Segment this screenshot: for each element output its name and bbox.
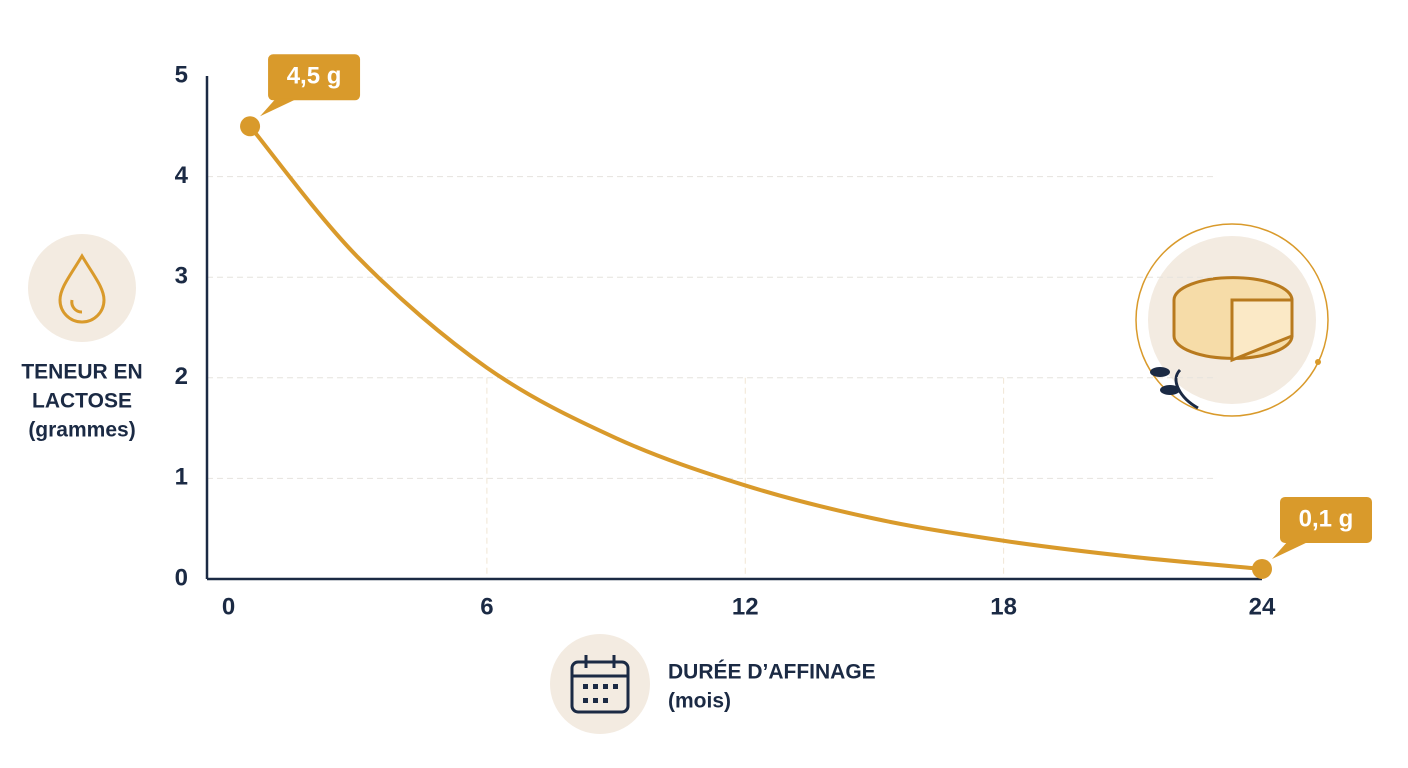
point xyxy=(1252,558,1272,579)
x-axis-label: DURÉE D’AFFINAGE xyxy=(668,661,876,684)
callout-box xyxy=(1280,496,1372,543)
y-axis-label: TENEUR EN xyxy=(21,361,142,384)
point xyxy=(240,116,261,137)
callout: 0,1 g xyxy=(1272,496,1372,559)
calendar-icon xyxy=(550,634,650,734)
x-tick-label: 6 xyxy=(480,593,493,620)
y-axis-label: (grammes) xyxy=(28,419,135,442)
cheese-icon xyxy=(1135,223,1329,417)
value-label: 4,5 g xyxy=(287,63,342,90)
lactose-icon xyxy=(28,234,136,342)
y-tick-label: 5 xyxy=(175,61,188,88)
x-tick-label: 18 xyxy=(990,593,1017,620)
callout-tail xyxy=(260,98,299,117)
x-tick-label: 24 xyxy=(1249,593,1276,620)
line xyxy=(248,125,1263,571)
value-label: 0,1 g xyxy=(1299,505,1354,532)
y-tick-label: 0 xyxy=(175,564,188,591)
y-tick-label: 2 xyxy=(175,363,188,390)
y-tick-label: 4 xyxy=(175,162,189,189)
y-axis-label: LACTOSE xyxy=(32,390,132,413)
y-tick-label: 3 xyxy=(175,263,188,290)
x-tick-label: 12 xyxy=(732,593,759,620)
y-tick-label: 1 xyxy=(175,464,188,491)
callout-tail xyxy=(1272,540,1310,559)
x-axis-label: (mois) xyxy=(668,690,731,713)
callout: 4,5 g xyxy=(260,54,361,117)
callout-box xyxy=(268,54,361,101)
x-tick-label: 0 xyxy=(222,593,235,620)
